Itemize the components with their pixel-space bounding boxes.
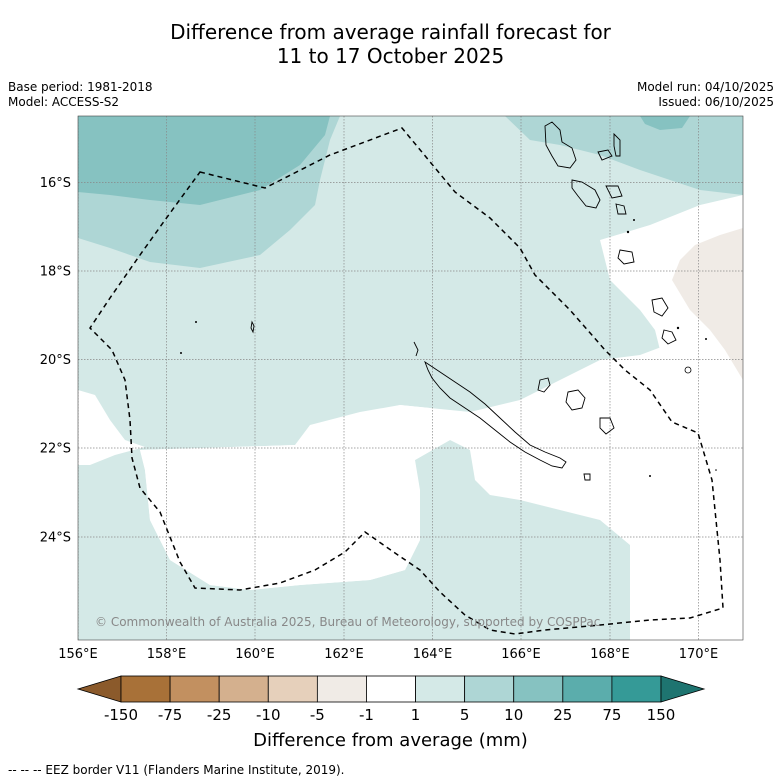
colorbar-tick-label: 150: [646, 706, 676, 724]
colorbar-tick-label: 75: [602, 706, 622, 724]
colorbar-swatch: [120, 675, 171, 703]
chesterfield-reef: [250, 320, 255, 334]
colorbar-swatch: [611, 675, 662, 703]
latitude-labels: 16°S 18°S 20°S 22°S 24°S: [40, 176, 71, 546]
map-frame: [77, 115, 744, 641]
colorbar-tick-label: -10: [256, 706, 281, 724]
loyalty-island-lifou: [565, 389, 586, 411]
colorbar: [76, 675, 706, 703]
lon-label: 160°E: [235, 647, 275, 662]
loyalty-island-ouvea: [537, 377, 551, 393]
lat-label: 24°S: [40, 531, 71, 546]
new-caledonia-coast: [413, 341, 567, 469]
colorbar-title: Difference from average (mm): [253, 730, 528, 751]
colorbar-tick-label: -75: [157, 706, 183, 724]
longitude-labels: 156°E 158°E 160°E 162°E 164°E 166°E 168°…: [58, 647, 718, 662]
espiritu-santo-coast: [544, 121, 577, 169]
aneityum-coast: [661, 329, 677, 345]
dry-region-east: [672, 228, 743, 380]
colorbar-tick-label: 1: [410, 706, 421, 724]
model-name: Model: ACCESS-S2: [8, 95, 120, 109]
lon-label: 168°E: [590, 647, 630, 662]
loyalty-island-mare: [599, 417, 615, 435]
colorbar-swatch: [218, 675, 269, 703]
title-line-1: Difference from average rainfall forecas…: [170, 20, 611, 44]
coastlines: [250, 121, 677, 481]
run-info: Model run: 04/10/2025 Issued: 06/10/2025: [637, 80, 774, 110]
colorbar-swatch: [267, 675, 318, 703]
ambrym-coast: [605, 185, 623, 199]
small-islets: [180, 219, 717, 477]
colorbar-swatch: [415, 675, 466, 703]
maewo-coast: [613, 132, 621, 157]
pentecost-coast: [597, 149, 613, 161]
colorbar-tick-label: -150: [103, 706, 139, 724]
colorbar-tick-label: -25: [206, 706, 232, 724]
colorbar-swatch: [316, 675, 367, 703]
colorbar-swatch: [562, 675, 613, 703]
colorbar-swatch: [464, 675, 515, 703]
lon-label: 166°E: [501, 647, 541, 662]
rain-5-10mm-region-northeast: [505, 116, 743, 195]
lon-label: 164°E: [413, 647, 453, 662]
colorbar-tick-label: 10: [504, 706, 524, 724]
colorbar-tick-label: -5: [309, 706, 325, 724]
erromango-coast: [617, 249, 635, 265]
lat-label: 16°S: [40, 176, 71, 191]
lon-label: 158°E: [147, 647, 187, 662]
colorbar-tick-label: 5: [459, 706, 470, 724]
model-info: Base period: 1981-2018 Model: ACCESS-S2: [8, 80, 153, 110]
colorbar-swatch: [169, 675, 220, 703]
lat-label: 22°S: [40, 442, 71, 457]
lon-label: 162°E: [324, 647, 364, 662]
eez-legend-note: -- -- -- EEZ border V11 (Flanders Marine…: [8, 763, 345, 777]
colorbar-extend-high: [660, 675, 706, 703]
lon-label: 156°E: [58, 647, 98, 662]
title-line-2: 11 to 17 October 2025: [276, 44, 505, 68]
rain-10-25mm-region-northeast: [640, 116, 690, 130]
eez-border: [89, 127, 724, 635]
lon-label: 170°E: [679, 647, 719, 662]
malekula-coast: [571, 179, 601, 209]
colorbar-swatch: [513, 675, 564, 703]
colorbar-tick-label: -1: [358, 706, 374, 724]
tanna-coast: [651, 297, 669, 317]
base-period: Base period: 1981-2018: [8, 80, 153, 94]
lat-label: 18°S: [40, 265, 71, 280]
map-title: Difference from average rainfall forecas…: [0, 20, 781, 68]
lat-label: 20°S: [40, 353, 71, 368]
colorbar-swatch: [366, 675, 416, 703]
map-area: © Commonwealth of Australia 2025, Bureau…: [78, 116, 743, 640]
issued-date: Issued: 06/10/2025: [658, 95, 774, 109]
isle-of-pines: [583, 473, 591, 481]
copyright-notice: © Commonwealth of Australia 2025, Bureau…: [95, 615, 600, 629]
colorbar-tick-label: 25: [553, 706, 573, 724]
model-run: Model run: 04/10/2025: [636, 80, 774, 94]
neutral-region-west: [78, 390, 145, 465]
efate-coast: [615, 203, 627, 215]
neutral-region-center-fill: [140, 405, 450, 590]
colorbar-extend-low: [76, 675, 122, 703]
